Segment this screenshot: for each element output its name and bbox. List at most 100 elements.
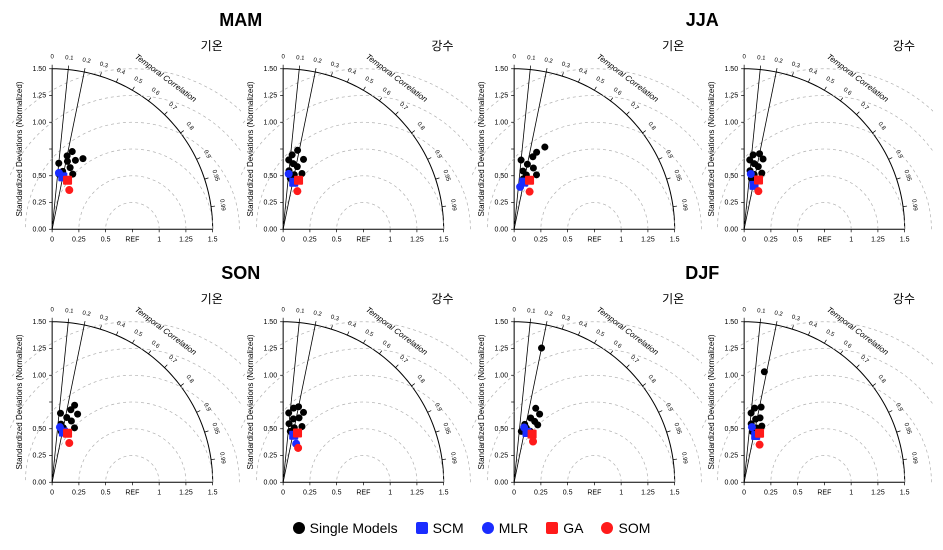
svg-text:0.00: 0.00	[32, 479, 46, 486]
svg-text:0.2: 0.2	[82, 57, 92, 65]
taylor-diagram: 00.10.20.30.40.50.60.70.80.90.950.99Temp…	[472, 284, 703, 516]
svg-text:1.5: 1.5	[439, 236, 449, 243]
taylor-diagram: 00.10.20.30.40.50.60.70.80.90.950.99Temp…	[10, 31, 241, 263]
svg-text:1: 1	[388, 236, 392, 243]
svg-text:1.25: 1.25	[641, 236, 655, 243]
swatch-single	[293, 522, 305, 534]
svg-text:0: 0	[743, 308, 747, 314]
svg-text:1.50: 1.50	[263, 66, 277, 73]
svg-text:0.95: 0.95	[672, 169, 682, 183]
svg-text:1.25: 1.25	[871, 236, 885, 243]
svg-text:0.8: 0.8	[646, 374, 656, 385]
svg-text:1.25: 1.25	[725, 93, 739, 100]
svg-text:0.5: 0.5	[594, 329, 605, 339]
svg-text:1.25: 1.25	[410, 236, 424, 243]
svg-text:0.7: 0.7	[167, 355, 178, 366]
svg-text:0.95: 0.95	[441, 422, 451, 436]
svg-text:0.3: 0.3	[560, 62, 570, 70]
svg-text:0.6: 0.6	[842, 87, 853, 97]
svg-text:1: 1	[388, 489, 392, 496]
svg-text:0: 0	[512, 55, 516, 61]
svg-text:1.25: 1.25	[32, 93, 46, 100]
svg-text:0.2: 0.2	[313, 310, 323, 318]
svg-text:0.25: 0.25	[534, 236, 548, 243]
svg-text:REF: REF	[818, 489, 832, 496]
svg-text:0.95: 0.95	[903, 169, 913, 183]
svg-text:0.8: 0.8	[184, 121, 194, 132]
svg-text:0.00: 0.00	[263, 479, 277, 486]
svg-text:0.25: 0.25	[494, 453, 508, 460]
svg-text:1.25: 1.25	[494, 93, 508, 100]
legend: Single Models SCM MLR GA SOM	[10, 516, 933, 540]
svg-text:1.25: 1.25	[179, 489, 193, 496]
svg-text:0: 0	[742, 489, 746, 496]
svg-text:0.9: 0.9	[202, 149, 211, 160]
svg-text:0: 0	[50, 489, 54, 496]
legend-label: MLR	[499, 520, 529, 536]
plot-row-1: 기온 00.10.20.30.40.50.60.70.80.90.950.99T…	[10, 31, 933, 263]
legend-item-single: Single Models	[293, 520, 398, 536]
title-jja: JJA	[472, 10, 934, 31]
legend-item-scm: SCM	[416, 520, 464, 536]
svg-text:0.6: 0.6	[381, 340, 392, 350]
svg-text:0: 0	[742, 236, 746, 243]
svg-text:1.50: 1.50	[725, 66, 739, 73]
svg-text:0.25: 0.25	[32, 200, 46, 207]
taylor-diagram: 00.10.20.30.40.50.60.70.80.90.950.99Temp…	[241, 31, 472, 263]
svg-text:0: 0	[50, 308, 54, 314]
svg-text:1.50: 1.50	[494, 319, 508, 326]
svg-text:0.99: 0.99	[449, 199, 457, 212]
svg-text:0.5: 0.5	[594, 76, 605, 86]
panel-label: 강수	[431, 37, 453, 54]
svg-text:0.8: 0.8	[415, 121, 425, 132]
svg-text:Standardized Deviations (Norma: Standardized Deviations (Normalized)	[246, 334, 255, 469]
panel-label: 강수	[893, 37, 915, 54]
panel-label: 강수	[431, 290, 453, 307]
svg-text:1.50: 1.50	[725, 319, 739, 326]
svg-text:1.50: 1.50	[494, 66, 508, 73]
svg-text:0.9: 0.9	[202, 402, 211, 413]
panel-djf-precip: 강수 00.10.20.30.40.50.60.70.80.90.950.99T…	[702, 284, 933, 516]
svg-text:0.3: 0.3	[560, 315, 570, 323]
panel-label: 기온	[201, 37, 223, 54]
panel-jja-temp: 기온 00.10.20.30.40.50.60.70.80.90.950.99T…	[472, 31, 703, 263]
svg-text:0.9: 0.9	[664, 149, 673, 160]
plot-row-2: 기온 00.10.20.30.40.50.60.70.80.90.950.99T…	[10, 284, 933, 516]
svg-text:0.7: 0.7	[629, 355, 640, 366]
svg-text:0: 0	[50, 236, 54, 243]
svg-text:1.5: 1.5	[208, 236, 218, 243]
legend-item-ga: GA	[546, 520, 583, 536]
svg-text:0.00: 0.00	[494, 226, 508, 233]
svg-text:0.9: 0.9	[664, 402, 673, 413]
svg-text:0.50: 0.50	[725, 173, 739, 180]
svg-text:0.5: 0.5	[825, 329, 836, 339]
svg-text:1.25: 1.25	[263, 346, 277, 353]
svg-text:0.1: 0.1	[526, 55, 536, 62]
panel-label: 강수	[893, 290, 915, 307]
panel-label: 기온	[201, 290, 223, 307]
svg-text:0.5: 0.5	[793, 236, 803, 243]
svg-text:0.5: 0.5	[101, 489, 111, 496]
svg-text:0.5: 0.5	[364, 329, 375, 339]
svg-text:0.8: 0.8	[646, 121, 656, 132]
svg-text:0.00: 0.00	[32, 226, 46, 233]
row2-titles: SON DJF	[10, 263, 933, 284]
panel-mam-temp: 기온 00.10.20.30.40.50.60.70.80.90.950.99T…	[10, 31, 241, 263]
svg-text:0: 0	[512, 489, 516, 496]
svg-text:0.25: 0.25	[725, 200, 739, 207]
svg-text:1.00: 1.00	[725, 119, 739, 126]
svg-text:1.25: 1.25	[641, 489, 655, 496]
svg-text:0.7: 0.7	[398, 355, 409, 366]
svg-text:0.25: 0.25	[72, 489, 86, 496]
figure-container: MAM JJA 기온 00.10.20.30.40.50.60.70.80.90…	[10, 10, 933, 540]
svg-text:0.6: 0.6	[150, 340, 161, 350]
svg-text:0: 0	[50, 55, 54, 61]
svg-text:0.50: 0.50	[32, 426, 46, 433]
title-son: SON	[10, 263, 472, 284]
svg-text:0.25: 0.25	[303, 489, 317, 496]
svg-text:REF: REF	[818, 236, 832, 243]
svg-text:0: 0	[512, 308, 516, 314]
svg-text:0.99: 0.99	[449, 452, 457, 465]
svg-text:1: 1	[619, 236, 623, 243]
svg-text:0.25: 0.25	[764, 236, 778, 243]
